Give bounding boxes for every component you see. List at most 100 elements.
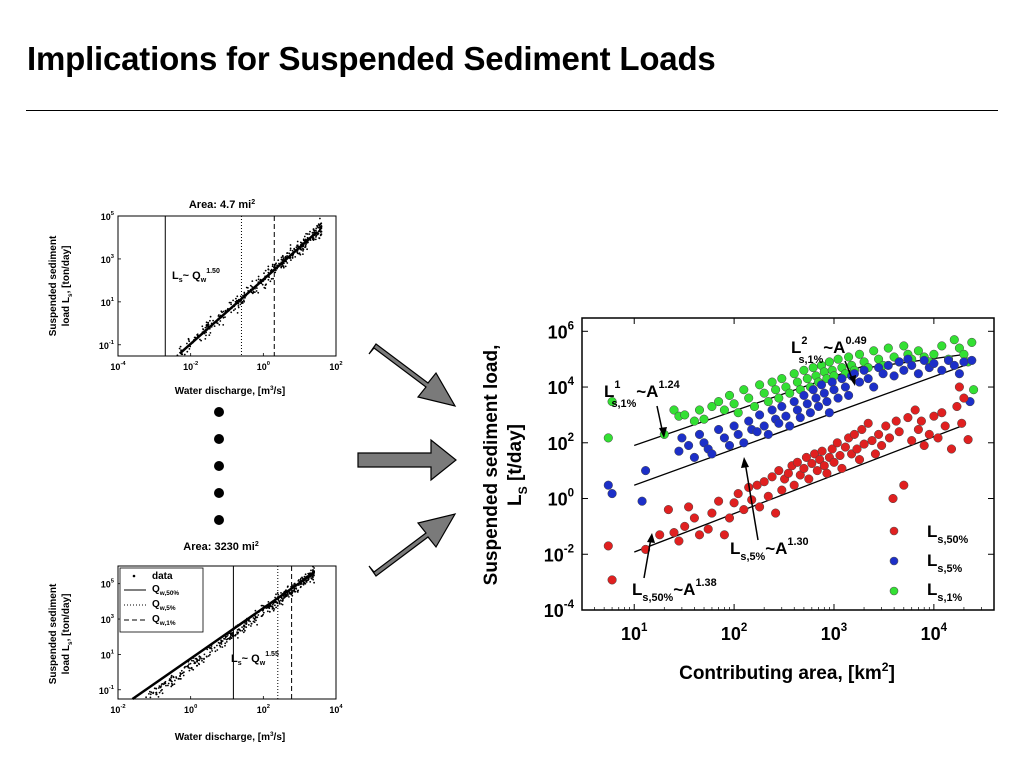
data-point — [311, 231, 314, 234]
data-point — [313, 567, 315, 569]
data-point — [296, 240, 299, 243]
annotation-green-high: L2 s,1%~A0.49 — [791, 335, 867, 386]
point-blue — [781, 411, 791, 421]
data-point — [176, 354, 179, 357]
svg-text:Ls,1%: Ls,1% — [927, 580, 963, 604]
fit-line-L_s,50% — [633, 424, 965, 553]
data-point — [188, 663, 190, 666]
point-green — [969, 385, 979, 395]
data-point — [252, 290, 255, 293]
x-tick-label: 100 — [257, 361, 270, 372]
plot-frame — [117, 215, 337, 357]
data-point — [196, 661, 199, 663]
data-point — [267, 268, 270, 271]
data-point — [232, 309, 235, 312]
data-point — [310, 577, 313, 580]
point-green — [739, 385, 749, 395]
data-point — [230, 634, 233, 637]
point-green — [949, 335, 959, 345]
data-point — [219, 320, 222, 322]
data-point — [306, 579, 309, 582]
data-point — [214, 650, 217, 653]
y-tick-label: 106 — [548, 320, 574, 342]
data-point — [255, 279, 258, 282]
data-point — [203, 658, 205, 660]
data-point — [203, 653, 206, 656]
point-blue — [739, 438, 749, 448]
data-point — [296, 591, 299, 593]
point-blue — [833, 393, 843, 403]
point-blue — [792, 405, 802, 415]
data-point — [252, 620, 255, 623]
svg-text:Ls,50%~A1.38: Ls,50%~A1.38 — [632, 577, 717, 604]
svg-text:Ls,5%: Ls,5% — [927, 551, 963, 575]
data-point — [243, 625, 245, 628]
point-green — [785, 388, 795, 398]
data-point — [150, 691, 153, 694]
data-point — [237, 305, 240, 307]
data-point — [179, 345, 182, 348]
data-point — [201, 659, 203, 662]
point-red — [891, 416, 901, 426]
data-point — [261, 283, 264, 286]
data-point — [255, 619, 257, 622]
point-blue — [829, 385, 839, 395]
data-point — [280, 256, 283, 259]
data-point — [274, 596, 276, 599]
svg-text:Qw,5%: Qw,5% — [152, 599, 176, 612]
data-point — [277, 593, 280, 596]
point-red — [933, 433, 943, 443]
data-point — [244, 629, 246, 632]
point-red — [822, 468, 832, 478]
data-point — [172, 675, 175, 678]
point-green — [937, 341, 947, 351]
data-point — [295, 246, 298, 249]
x-tick-label: 10-4 — [110, 361, 126, 372]
data-point — [257, 278, 260, 281]
point-red — [763, 491, 773, 501]
data-point — [199, 657, 201, 660]
point-red — [946, 444, 957, 454]
data-point — [232, 631, 235, 634]
point-red — [771, 508, 781, 518]
data-point — [237, 306, 240, 309]
point-blue — [869, 382, 879, 392]
point-blue — [689, 452, 699, 462]
point-blue — [777, 401, 787, 412]
y-tick-labels: 10-4 10-2 100 102 104 106 — [544, 320, 575, 621]
data-point — [292, 584, 294, 587]
point-red — [916, 416, 926, 426]
point-red — [884, 433, 895, 443]
data-point — [282, 255, 284, 258]
point-red — [837, 463, 847, 473]
svg-text:Ls,50%: Ls,50% — [927, 522, 969, 546]
x-tick-label: 10-2 — [183, 361, 198, 372]
point-red — [910, 405, 920, 415]
y-tick-label: 104 — [548, 376, 575, 398]
point-red — [674, 536, 684, 546]
x-tick-label: 10-2 — [110, 704, 125, 715]
data-point — [209, 332, 212, 334]
point-red — [733, 489, 743, 499]
data-point — [230, 311, 233, 314]
data-point — [260, 604, 263, 607]
data-point — [316, 225, 319, 228]
data-point — [204, 326, 207, 329]
data-point — [312, 228, 315, 231]
data-point — [287, 594, 290, 596]
point-blue — [822, 397, 832, 407]
point-green — [967, 337, 977, 347]
data-point — [318, 237, 320, 239]
data-point — [305, 243, 307, 246]
point-red — [755, 502, 765, 512]
data-point — [282, 257, 285, 260]
data-point — [160, 685, 163, 687]
point-blue — [967, 355, 977, 365]
data-point — [293, 590, 296, 593]
x-axis-label: Water discharge, [m3/s] — [175, 385, 285, 397]
point-red — [783, 468, 793, 478]
data-point — [169, 678, 172, 681]
data-point — [256, 623, 258, 626]
data-point — [306, 248, 308, 251]
point-green — [759, 388, 769, 398]
